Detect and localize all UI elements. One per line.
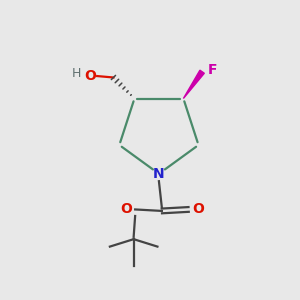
Text: O: O [120,202,132,216]
Text: O: O [84,69,96,83]
Text: F: F [208,63,217,77]
Text: H: H [71,67,81,80]
Text: O: O [192,202,204,216]
Text: N: N [153,167,165,181]
Polygon shape [183,70,204,98]
